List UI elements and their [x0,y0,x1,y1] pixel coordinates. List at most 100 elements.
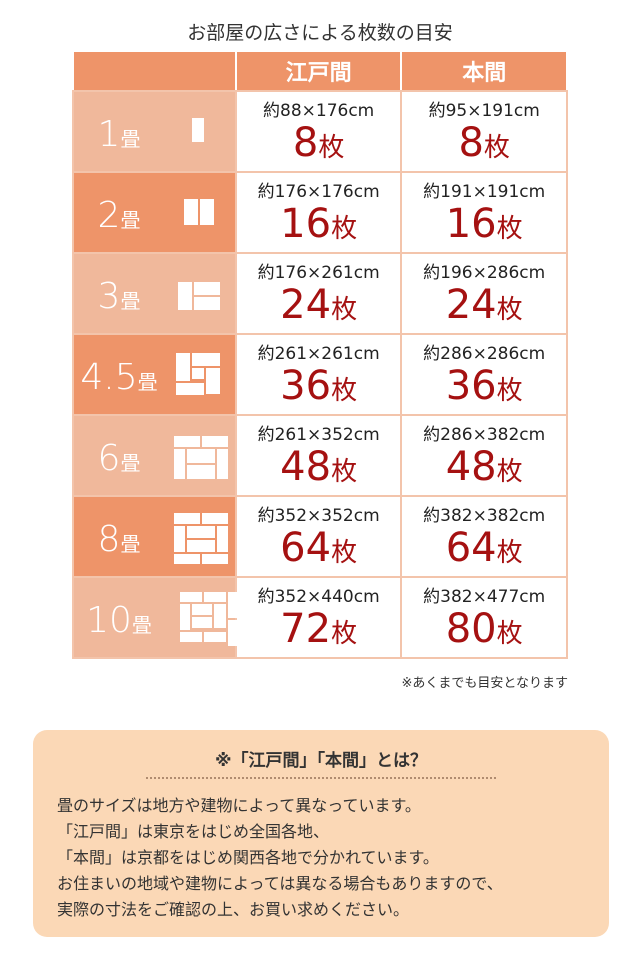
edoma-count: 16枚 [280,201,358,247]
honma-dimensions: 約382×382cm [423,506,546,526]
honma-dimensions: 約95×191cm [428,101,540,121]
table-row: 8畳 約352×352cm 64枚 約382×382cm 64枚 [72,495,568,578]
honma-count: 8枚 [458,120,510,166]
room-size: 4.5畳 [74,357,164,398]
room-size: 3畳 [74,276,164,317]
room-size-unit: 畳 [131,613,152,637]
room-size-cell: 6畳 [72,414,237,497]
honma-count: 64枚 [445,525,523,571]
tatami-6-icon [174,436,228,479]
table-row: 2畳 約176×176cm 16枚 約191×191cm 16枚 [72,171,568,254]
page-title: お部屋の広さによる枚数の目安 [187,22,453,44]
edoma-dimensions: 約176×261cm [257,263,380,283]
header-edoma: 江戸間 [234,50,403,92]
room-size-number: 4.5 [80,357,138,398]
edoma-cell: 約176×261cm 24枚 [234,252,403,335]
explanation-title: ※「江戸間」「本間」とは？ [214,751,428,771]
edoma-dimensions: 約88×176cm [263,101,375,121]
edoma-cell: 約352×440cm 72枚 [234,576,403,659]
honma-count: 80枚 [445,606,523,652]
room-size: 10畳 [74,600,164,641]
honma-cell: 約196×286cm 24枚 [400,252,568,335]
edoma-cell: 約261×352cm 48枚 [234,414,403,497]
honma-cell: 約382×382cm 64枚 [400,495,568,578]
table-header: 江戸間 本間 [72,50,568,92]
table-row: 4.5畳 約261×261cm 36枚 約286×286cm 36枚 [72,333,568,416]
explanation-line: 実際の寸法をご確認の上、お買い求めください。 [57,900,410,919]
room-size: 1畳 [74,114,164,155]
honma-cell: 約286×286cm 36枚 [400,333,568,416]
tatami-3-icon [178,282,220,310]
table-row: 3畳 約176×261cm 24枚 約196×286cm 24枚 [72,252,568,335]
honma-dimensions: 約286×286cm [423,344,546,364]
edoma-dimensions: 約176×176cm [257,182,380,202]
tatami-10-icon [180,592,238,646]
honma-count: 24枚 [445,282,523,328]
room-size-cell: 4.5畳 [72,333,237,416]
room-size-cell: 1畳 [72,90,237,173]
dotted-divider [146,777,496,779]
edoma-dimensions: 約352×440cm [257,587,380,607]
edoma-cell: 約352×352cm 64枚 [234,495,403,578]
edoma-count: 64枚 [280,525,358,571]
edoma-count: 24枚 [280,282,358,328]
honma-count: 48枚 [445,444,523,490]
honma-count: 36枚 [445,363,523,409]
explanation-text: 畳のサイズは地方や建物によって異なっています。 「江戸間」は東京をはじめ全国各地… [57,793,609,923]
tatami-4.5-icon [176,353,220,395]
edoma-cell: 約88×176cm 8枚 [234,90,403,173]
room-size-number: 3 [97,276,121,317]
edoma-cell: 約261×261cm 36枚 [234,333,403,416]
tatami-1-icon [192,118,204,142]
edoma-dimensions: 約352×352cm [257,506,380,526]
explanation-line: お住まいの地域や建物によっては異なる場合もありますので、 [57,874,503,893]
edoma-cell: 約176×176cm 16枚 [234,171,403,254]
honma-cell: 約286×382cm 48枚 [400,414,568,497]
tatami-size-table: 江戸間 本間 1畳 約88×176cm 8枚 約95×191cm 8枚 2畳 約… [72,50,568,659]
room-size-unit: 畳 [120,289,141,313]
honma-cell: 約191×191cm 16枚 [400,171,568,254]
room-size-number: 10 [86,600,132,641]
footnote: ※あくまでも目安となります [401,676,568,691]
room-size-number: 1 [97,114,121,155]
header-honma: 本間 [400,50,568,92]
room-size-number: 6 [97,438,121,479]
edoma-count: 36枚 [280,363,358,409]
room-size-number: 2 [97,195,121,236]
room-size-unit: 畳 [120,208,141,232]
edoma-count: 72枚 [280,606,358,652]
room-size-cell: 8畳 [72,495,237,578]
edoma-count: 48枚 [280,444,358,490]
room-size-unit: 畳 [120,451,141,475]
honma-dimensions: 約286×382cm [423,425,546,445]
tatami-2-icon [184,199,214,225]
room-size-cell: 3畳 [72,252,237,335]
table-row: 10畳 約352×440cm 72枚 約382×477cm 80枚 [72,576,568,659]
room-size-unit: 畳 [137,370,158,394]
honma-dimensions: 約191×191cm [423,182,546,202]
room-size-cell: 10畳 [72,576,238,659]
room-size-unit: 畳 [120,532,141,556]
explanation-line: 畳のサイズは地方や建物によって異なっています。 [57,796,421,815]
tatami-8-icon [174,513,228,564]
room-size-cell: 2畳 [72,171,237,254]
room-size: 6畳 [74,438,164,479]
header-blank [72,50,237,92]
honma-count: 16枚 [445,201,523,247]
edoma-dimensions: 約261×261cm [257,344,380,364]
edoma-dimensions: 約261×352cm [257,425,380,445]
table-row: 6畳 約261×352cm 48枚 約286×382cm 48枚 [72,414,568,497]
explanation-box: ※「江戸間」「本間」とは？ 畳のサイズは地方や建物によって異なっています。 「江… [33,730,609,937]
explanation-line: 「江戸間」は東京をはじめ全国各地、 [57,822,330,841]
honma-cell: 約95×191cm 8枚 [400,90,568,173]
explanation-line: 「本間」は京都をはじめ関西各地で分かれています。 [57,848,439,867]
edoma-count: 8枚 [292,120,345,166]
room-size: 8畳 [74,519,164,560]
room-size-number: 8 [97,519,121,560]
room-size-unit: 畳 [120,127,141,151]
room-size: 2畳 [74,195,164,236]
table-row: 1畳 約88×176cm 8枚 約95×191cm 8枚 [72,90,568,173]
honma-dimensions: 約382×477cm [423,587,546,607]
honma-dimensions: 約196×286cm [423,263,546,283]
honma-cell: 約382×477cm 80枚 [400,576,568,659]
